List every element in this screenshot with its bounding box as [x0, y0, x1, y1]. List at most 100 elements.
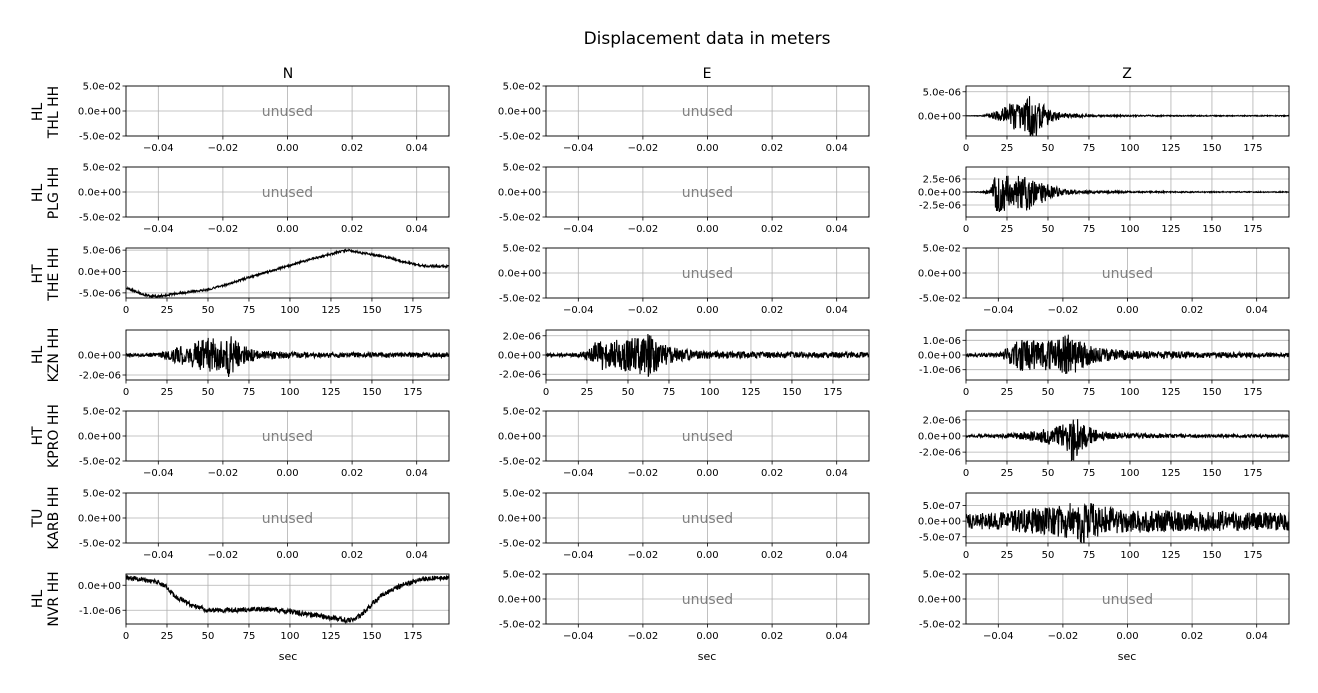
x-tick-label: 150 — [362, 305, 381, 316]
x-tick-label: 25 — [1001, 224, 1014, 235]
x-tick-label: 125 — [321, 631, 340, 642]
x-tick-label: 150 — [782, 387, 801, 398]
panel-r1-c1: −0.04 −0.02 0.00 0.02 0.04 5.0e-02 0.0e+00 -5.0… — [498, 163, 870, 235]
x-tick-label: −0.02 — [628, 550, 659, 561]
y-tick-label: -1.0e-06 — [919, 365, 961, 376]
y-tick-label: 0.0e+00 — [78, 267, 121, 278]
x-tick-label: 0.00 — [696, 143, 718, 154]
x-tick-label: 0.02 — [341, 224, 363, 235]
x-tick-label: 175 — [403, 387, 422, 398]
y-tick-label: 5.0e-06 — [83, 246, 121, 257]
x-tick-label: 75 — [243, 387, 256, 398]
panel-r4-c0: −0.04 −0.02 0.00 0.02 0.04 5.0e-02 0.0e+00 -5.0… — [78, 407, 450, 479]
x-tick-label: 0.04 — [826, 468, 848, 479]
x-tick-label: 0.02 — [761, 224, 783, 235]
y-tick-label: -5.0e-02 — [919, 294, 961, 305]
x-tick-label: 0.02 — [341, 143, 363, 154]
column-title-n: N — [283, 66, 293, 82]
y-tick-label: 0.0e+00 — [918, 269, 961, 280]
waveform-trace — [126, 336, 449, 377]
panel-frame — [125, 573, 450, 625]
x-tick-label: 75 — [1083, 387, 1096, 398]
panel-frame — [125, 166, 450, 218]
row-label-station: PLG HH — [46, 167, 62, 220]
waveform-trace — [966, 96, 1289, 136]
x-tick-label: 175 — [1243, 224, 1262, 235]
x-tick-label: 0.02 — [761, 305, 783, 316]
y-tick-label: 2.0e-06 — [503, 331, 541, 342]
panel-frame — [965, 166, 1290, 218]
x-tick-label: 0.00 — [276, 224, 298, 235]
unused-label: unused — [682, 104, 733, 120]
panel-r2-c0: 0 25 50 75 100 125 150 175 5.0e-06 0.0e+00 -5.0e-0… — [78, 246, 450, 316]
x-tick-label: −0.02 — [628, 468, 659, 479]
x-tick-label: −0.04 — [143, 224, 174, 235]
x-tick-label: 0.00 — [696, 468, 718, 479]
unused-label: unused — [1102, 592, 1153, 608]
y-tick-label: 0.0e+00 — [918, 517, 961, 528]
x-tick-label: 50 — [202, 631, 215, 642]
x-tick-label: −0.02 — [628, 305, 659, 316]
y-tick-label: 5.0e-02 — [923, 570, 961, 581]
x-tick-label: 0.04 — [826, 631, 848, 642]
panel-r4-c2: 0 25 50 75 100 125 150 175 2.0e-06 0.0e+00 -2.0e-0… — [918, 410, 1290, 479]
x-tick-label: 0.04 — [826, 224, 848, 235]
panel-r2-c2: −0.04 −0.02 0.00 0.02 0.04 5.0e-02 0.0e+00 -5.0… — [918, 244, 1290, 316]
x-tick-label: 0.02 — [341, 468, 363, 479]
panel-frame — [965, 85, 1290, 137]
x-tick-label: 100 — [1120, 468, 1139, 479]
y-tick-label: 2.0e-06 — [923, 415, 961, 426]
x-tick-label: 0.00 — [696, 224, 718, 235]
row-label-station: THL HH — [46, 86, 62, 139]
unused-label: unused — [682, 592, 733, 608]
y-tick-label: 0.0e+00 — [78, 514, 121, 525]
x-tick-label: 175 — [823, 387, 842, 398]
panel-frame — [125, 410, 450, 462]
x-tick-label: 150 — [1202, 387, 1221, 398]
y-tick-label: -5.0e-02 — [499, 132, 541, 143]
x-tick-label: 175 — [1243, 550, 1262, 561]
y-tick-label: -5.0e-02 — [499, 620, 541, 631]
x-tick-label: 0.04 — [826, 305, 848, 316]
x-tick-label: 50 — [1042, 387, 1055, 398]
panel-r6-c2: −0.04 −0.02 0.00 0.02 0.04 5.0e-02 0.0e+00 -5.0… — [918, 570, 1290, 642]
x-tick-label: 0.02 — [761, 468, 783, 479]
x-tick-label: 0.04 — [1246, 305, 1268, 316]
x-axis-labels: sec sec sec — [279, 650, 1137, 663]
x-tick-label: 175 — [1243, 468, 1262, 479]
x-tick-label: 0.02 — [761, 143, 783, 154]
x-tick-label: 50 — [1042, 224, 1055, 235]
x-tick-label: −0.04 — [983, 305, 1014, 316]
panel-frame — [125, 492, 450, 544]
y-tick-label: 0.0e+00 — [918, 111, 961, 122]
x-tick-label: 25 — [1001, 550, 1014, 561]
x-tick-label: 175 — [403, 305, 422, 316]
panel-frame — [545, 166, 870, 218]
y-tick-label: 0.0e+00 — [498, 514, 541, 525]
x-tick-label: 0.04 — [406, 468, 428, 479]
panel-frame — [545, 329, 870, 381]
x-tick-label: 0.00 — [1116, 631, 1138, 642]
x-tick-label: 0.00 — [696, 305, 718, 316]
x-tick-label: −0.04 — [563, 224, 594, 235]
x-tick-label: 0.02 — [1181, 631, 1203, 642]
x-tick-label: 150 — [362, 631, 381, 642]
y-tick-label: 5.0e-02 — [83, 163, 121, 174]
panel-frame — [545, 410, 870, 462]
y-tick-label: 0.0e+00 — [78, 107, 121, 118]
x-tick-label: −0.02 — [208, 224, 239, 235]
unused-label: unused — [682, 429, 733, 445]
x-tick-label: 125 — [1161, 224, 1180, 235]
x-tick-label: −0.04 — [143, 143, 174, 154]
x-tick-label: 50 — [202, 305, 215, 316]
panel-frame — [965, 329, 1290, 381]
y-tick-label: 0.0e+00 — [498, 595, 541, 606]
y-tick-label: 0.0e+00 — [78, 351, 121, 362]
x-tick-label: 150 — [1202, 224, 1221, 235]
x-tick-label: 0 — [963, 550, 969, 561]
x-axis-label: sec — [279, 650, 298, 663]
x-tick-label: 75 — [1083, 550, 1096, 561]
x-tick-label: 125 — [321, 387, 340, 398]
y-tick-label: 0.0e+00 — [498, 432, 541, 443]
